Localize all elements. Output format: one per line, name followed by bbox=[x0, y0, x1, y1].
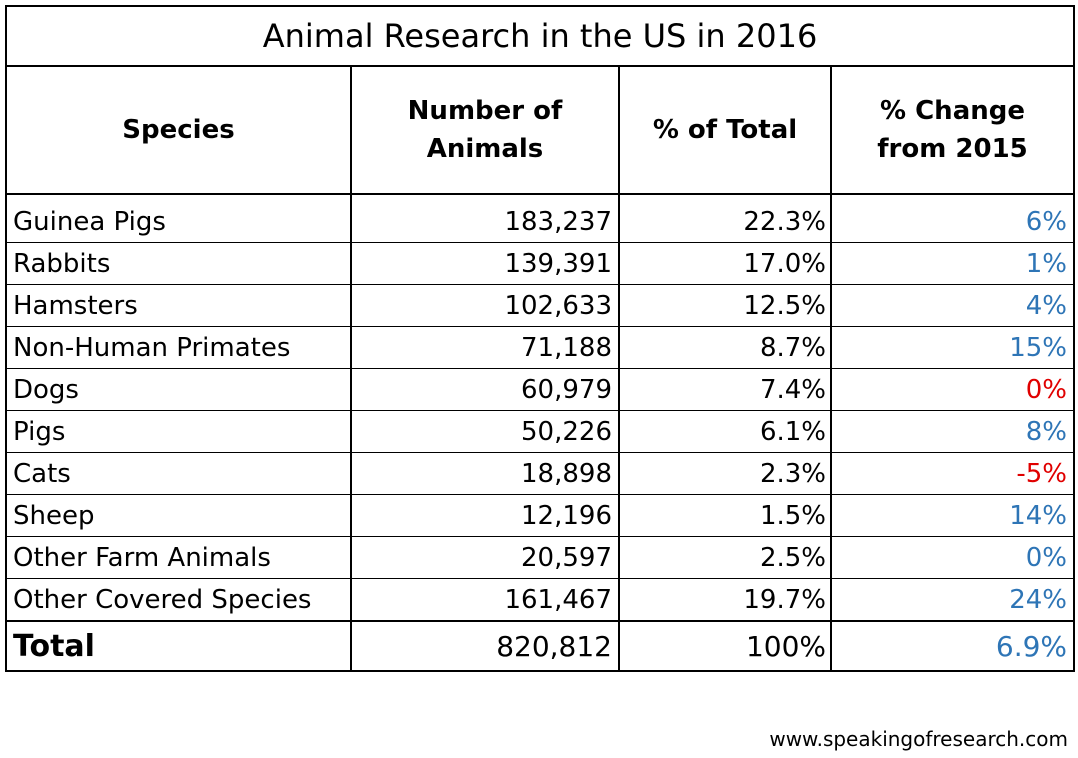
column-header-pct-total: % of Total bbox=[618, 65, 832, 195]
cell-number: 12,196 bbox=[350, 494, 620, 537]
cell-pct-total: 8.7% bbox=[618, 326, 832, 369]
cell-pct-total: 1.5% bbox=[618, 494, 832, 537]
cell-pct-total: 17.0% bbox=[618, 242, 832, 285]
cell-pct-total: 2.3% bbox=[618, 452, 832, 495]
table-row: Sheep 12,196 1.5% 14% bbox=[5, 494, 1076, 537]
cell-pct-change: 0% bbox=[829, 536, 1076, 579]
cell-pct-change: 14% bbox=[829, 494, 1076, 537]
cell-species: Pigs bbox=[5, 410, 352, 453]
total-pct-change: 6.9% bbox=[829, 620, 1076, 672]
cell-pct-total: 12.5% bbox=[618, 284, 832, 327]
cell-pct-total: 6.1% bbox=[618, 410, 832, 453]
cell-number: 18,898 bbox=[350, 452, 620, 495]
cell-number: 50,226 bbox=[350, 410, 620, 453]
column-header-number: Number of Animals bbox=[350, 65, 620, 195]
cell-pct-total: 22.3% bbox=[618, 193, 832, 243]
table-row: Pigs 50,226 6.1% 8% bbox=[5, 410, 1076, 453]
cell-pct-change: 24% bbox=[829, 578, 1076, 622]
cell-pct-total: 2.5% bbox=[618, 536, 832, 579]
cell-number: 102,633 bbox=[350, 284, 620, 327]
table-row: Non-Human Primates 71,188 8.7% 15% bbox=[5, 326, 1076, 369]
cell-species: Dogs bbox=[5, 368, 352, 411]
table-total-row: Total 820,812 100% 6.9% bbox=[5, 620, 1076, 672]
cell-pct-change: 6% bbox=[829, 193, 1076, 243]
cell-pct-change: 1% bbox=[829, 242, 1076, 285]
column-header-change-line2: from 2015 bbox=[877, 134, 1028, 164]
table-row: Other Covered Species 161,467 19.7% 24% bbox=[5, 578, 1076, 622]
cell-species: Rabbits bbox=[5, 242, 352, 285]
source-url: www.speakingofresearch.com bbox=[769, 727, 1068, 751]
total-number: 820,812 bbox=[350, 620, 620, 672]
cell-species: Sheep bbox=[5, 494, 352, 537]
cell-species: Non-Human Primates bbox=[5, 326, 352, 369]
column-header-number-line2: Animals bbox=[426, 134, 544, 164]
table-row: Hamsters 102,633 12.5% 4% bbox=[5, 284, 1076, 327]
cell-pct-change: 15% bbox=[829, 326, 1076, 369]
cell-number: 161,467 bbox=[350, 578, 620, 622]
table-row: Other Farm Animals 20,597 2.5% 0% bbox=[5, 536, 1076, 579]
total-pct-total: 100% bbox=[618, 620, 832, 672]
cell-pct-total: 19.7% bbox=[618, 578, 832, 622]
cell-species: Other Covered Species bbox=[5, 578, 352, 622]
column-header-number-line1: Number of bbox=[407, 96, 563, 126]
table-title: Animal Research in the US in 2016 bbox=[4, 5, 1076, 67]
cell-number: 183,237 bbox=[350, 193, 620, 243]
cell-species: Hamsters bbox=[5, 284, 352, 327]
cell-number: 71,188 bbox=[350, 326, 620, 369]
table-row: Cats 18,898 2.3% -5% bbox=[5, 452, 1076, 495]
animal-research-table-container: Animal Research in the US in 2016 Specie… bbox=[4, 5, 1076, 672]
cell-species: Other Farm Animals bbox=[5, 536, 352, 579]
cell-number: 139,391 bbox=[350, 242, 620, 285]
cell-species: Cats bbox=[5, 452, 352, 495]
table-body: Guinea Pigs 183,237 22.3% 6% Rabbits 139,391 1… bbox=[5, 193, 1076, 672]
cell-species: Guinea Pigs bbox=[5, 193, 352, 243]
cell-number: 60,979 bbox=[350, 368, 620, 411]
column-header-species: Species bbox=[5, 65, 352, 195]
cell-number: 20,597 bbox=[350, 536, 620, 579]
table-row: Guinea Pigs 183,237 22.3% 6% bbox=[5, 193, 1076, 243]
cell-pct-change: 8% bbox=[829, 410, 1076, 453]
column-header-pct-change: % Change from 2015 bbox=[829, 65, 1076, 195]
cell-pct-change: 4% bbox=[829, 284, 1076, 327]
total-label: Total bbox=[5, 620, 352, 672]
table-row: Rabbits 139,391 17.0% 1% bbox=[5, 242, 1076, 285]
cell-pct-change: 0% bbox=[829, 368, 1076, 411]
cell-pct-change: -5% bbox=[829, 452, 1076, 495]
column-header-change-line1: % Change bbox=[880, 96, 1025, 126]
table-row: Dogs 60,979 7.4% 0% bbox=[5, 368, 1076, 411]
animal-research-table: Animal Research in the US in 2016 Specie… bbox=[4, 5, 1076, 672]
cell-pct-total: 7.4% bbox=[618, 368, 832, 411]
